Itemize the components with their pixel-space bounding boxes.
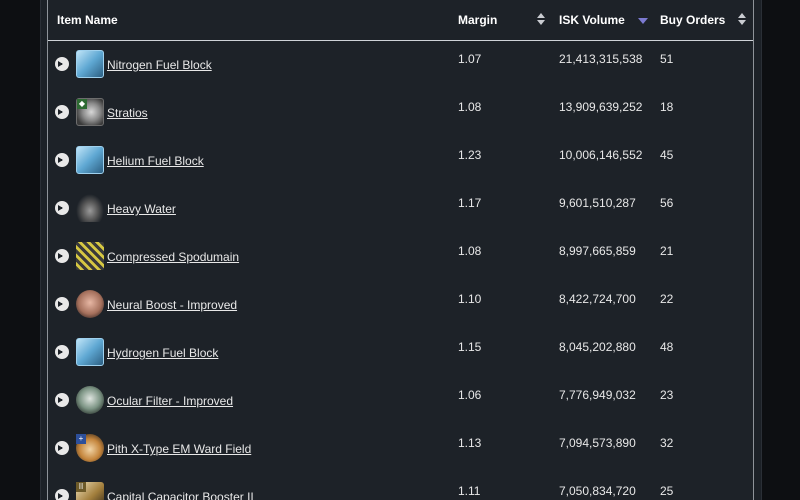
market-table: Item Name Margin ISK Volume Buy Orders N… <box>47 0 754 500</box>
expand-row-icon[interactable] <box>55 441 69 455</box>
buy-orders-value: 18 <box>660 100 674 114</box>
margin-value: 1.15 <box>458 340 482 354</box>
buy-orders-value: 21 <box>660 244 674 258</box>
isk-volume-value: 21,413,315,538 <box>559 52 643 66</box>
table-row: Ocular Filter - Improved 1.06 7,776,949,… <box>48 377 753 425</box>
item-name-link[interactable]: Heavy Water <box>107 202 176 216</box>
buy-orders-value: 25 <box>660 484 674 498</box>
margin-value: 1.23 <box>458 148 482 162</box>
item-name-link[interactable]: Compressed Spodumain <box>107 250 240 264</box>
item-name-link[interactable]: Capital Capacitor Booster II <box>107 490 254 500</box>
table-row: Helium Fuel Block 1.23 10,006,146,552 45 <box>48 137 753 185</box>
column-header-isk-volume[interactable]: ISK Volume <box>559 13 625 27</box>
item-name-link[interactable]: Stratios <box>107 106 148 120</box>
table-row: Compressed Spodumain 1.08 8,997,665,859 … <box>48 233 753 281</box>
sort-arrows-icon[interactable] <box>537 11 545 27</box>
table-row: Hydrogen Fuel Block 1.15 8,045,202,880 4… <box>48 329 753 377</box>
meta-badge-icon: + <box>76 434 86 444</box>
expand-row-icon[interactable] <box>55 105 69 119</box>
table-row: II Capital Capacitor Booster II 1.11 7,0… <box>48 473 753 500</box>
capacitor-module-icon: II <box>76 482 104 500</box>
buy-orders-value: 48 <box>660 340 674 354</box>
isk-volume-value: 8,045,202,880 <box>559 340 636 354</box>
table-row: Nitrogen Fuel Block 1.07 21,413,315,538 … <box>48 41 753 89</box>
item-name-link[interactable]: Helium Fuel Block <box>107 154 204 168</box>
buy-orders-value: 22 <box>660 292 674 306</box>
expand-row-icon[interactable] <box>55 393 69 407</box>
isk-volume-value: 8,997,665,859 <box>559 244 636 258</box>
buy-orders-value: 56 <box>660 196 674 210</box>
margin-value: 1.17 <box>458 196 482 210</box>
column-header-buy-orders[interactable]: Buy Orders <box>660 13 726 27</box>
expand-row-icon[interactable] <box>55 345 69 359</box>
item-name-link[interactable]: Ocular Filter - Improved <box>107 394 234 408</box>
shield-module-icon: + <box>76 434 104 462</box>
column-header-item-name[interactable]: Item Name <box>57 13 118 27</box>
table-row: Neural Boost - Improved 1.10 8,422,724,7… <box>48 281 753 329</box>
tech-two-badge-icon: II <box>76 482 86 492</box>
column-header-margin[interactable]: Margin <box>458 13 498 27</box>
margin-value: 1.11 <box>458 484 481 498</box>
item-name-link[interactable]: Pith X-Type EM Ward Field <box>107 442 252 456</box>
implant-icon <box>76 386 104 414</box>
margin-value: 1.08 <box>458 244 482 258</box>
expand-row-icon[interactable] <box>55 153 69 167</box>
margin-value: 1.13 <box>458 436 482 450</box>
isk-volume-value: 7,094,573,890 <box>559 436 636 450</box>
buy-orders-value: 45 <box>660 148 674 162</box>
expand-row-icon[interactable] <box>55 297 69 311</box>
item-name-link[interactable]: Hydrogen Fuel Block <box>107 346 219 360</box>
implant-icon <box>76 290 104 318</box>
isk-volume-value: 8,422,724,700 <box>559 292 636 306</box>
isk-volume-value: 7,776,949,032 <box>559 388 636 402</box>
buy-orders-value: 32 <box>660 436 674 450</box>
buy-orders-value: 23 <box>660 388 674 402</box>
isk-volume-value: 13,909,639,252 <box>559 100 643 114</box>
table-header: Item Name Margin ISK Volume Buy Orders <box>48 0 753 41</box>
expand-row-icon[interactable] <box>55 489 69 500</box>
expand-row-icon[interactable] <box>55 249 69 263</box>
sort-arrows-icon[interactable] <box>738 11 746 27</box>
table-row: ◆ Stratios 1.08 13,909,639,252 18 <box>48 89 753 137</box>
item-name-link[interactable]: Nitrogen Fuel Block <box>107 58 212 72</box>
sort-descending-icon[interactable] <box>638 9 648 25</box>
margin-value: 1.06 <box>458 388 482 402</box>
fuel-block-icon <box>76 338 104 366</box>
margin-value: 1.10 <box>458 292 482 306</box>
table-row: Heavy Water 1.17 9,601,510,287 56 <box>48 185 753 233</box>
fuel-block-icon <box>76 146 104 174</box>
ship-icon: ◆ <box>76 98 104 126</box>
ore-icon <box>76 242 104 270</box>
margin-value: 1.07 <box>458 52 482 66</box>
table-row: + Pith X-Type EM Ward Field 1.13 7,094,5… <box>48 425 753 473</box>
isk-volume-value: 9,601,510,287 <box>559 196 636 210</box>
isk-volume-value: 10,006,146,552 <box>559 148 643 162</box>
margin-value: 1.08 <box>458 100 482 114</box>
buy-orders-value: 51 <box>660 52 674 66</box>
expand-row-icon[interactable] <box>55 201 69 215</box>
item-name-link[interactable]: Neural Boost - Improved <box>107 298 238 312</box>
faction-badge-icon: ◆ <box>77 99 87 109</box>
isk-volume-value: 7,050,834,720 <box>559 484 636 498</box>
expand-row-icon[interactable] <box>55 57 69 71</box>
fuel-block-icon <box>76 50 104 78</box>
heavy-water-icon <box>76 194 104 222</box>
